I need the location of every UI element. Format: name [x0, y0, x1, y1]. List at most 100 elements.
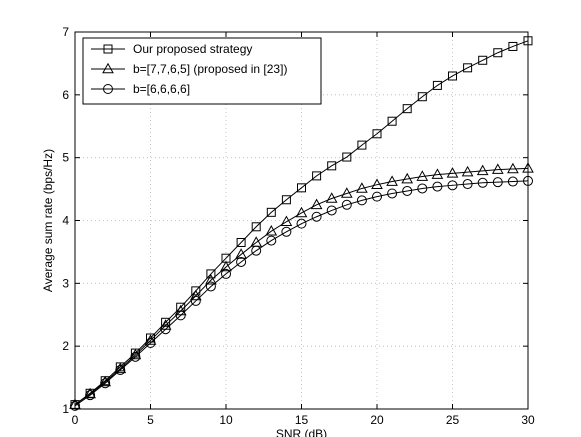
x-tick-label: 0 [72, 413, 79, 427]
marker-square [508, 41, 518, 51]
marker-circle [160, 324, 171, 335]
marker-circle [100, 378, 111, 389]
legend-marker-triangle [102, 62, 114, 74]
marker-triangle [356, 182, 368, 193]
marker-triangle [144, 334, 157, 345]
marker-triangle [491, 163, 504, 174]
series-triangle [69, 162, 534, 409]
series-line [74, 167, 529, 406]
marker-square [206, 269, 216, 279]
marker-triangle [461, 165, 474, 177]
marker-square [251, 222, 261, 232]
marker-circle [296, 218, 307, 229]
marker-square [342, 152, 352, 162]
marker-triangle [235, 248, 247, 259]
y-tick-label: 5 [62, 151, 69, 165]
marker-triangle [102, 62, 114, 74]
legend-label: b=[7,7,6,5] (proposed in [23]) [133, 62, 287, 76]
series-layer [69, 36, 534, 411]
marker-circle [251, 245, 262, 256]
legend-marker-circle [103, 84, 113, 94]
grid [75, 32, 528, 409]
marker-square [478, 55, 488, 65]
y-tick-label: 7 [62, 25, 69, 39]
marker-circle [85, 390, 96, 401]
x-tick-label: 20 [370, 413, 384, 427]
marker-circle [462, 179, 473, 190]
marker-square [327, 161, 337, 171]
marker-circle [356, 195, 367, 206]
marker-triangle [371, 178, 383, 189]
legend-label: Our proposed strategy [133, 42, 252, 56]
marker-circle [130, 351, 141, 362]
marker-circle [221, 268, 231, 279]
marker-triangle [446, 167, 459, 178]
marker-circle [507, 176, 518, 187]
y-tick-label: 2 [62, 339, 69, 353]
legend-entry-0: Our proposed strategy [91, 42, 252, 56]
legend-marker-square [103, 44, 113, 54]
y-axis-label: Average sum rate (bps/Hz) [41, 149, 55, 292]
marker-circle [103, 84, 113, 94]
x-tick-label: 5 [147, 413, 154, 427]
marker-square [372, 129, 382, 139]
marker-triangle [401, 172, 414, 184]
marker-circle [402, 185, 413, 196]
marker-circle [372, 191, 382, 202]
marker-square [312, 171, 322, 181]
marker-triangle [310, 198, 323, 210]
marker-circle [387, 188, 398, 199]
marker-square [448, 71, 457, 81]
marker-circle [236, 256, 247, 267]
marker-circle [205, 281, 216, 292]
marker-circle [266, 235, 277, 246]
legend-entry-2: b=[6,6,6,6] [91, 82, 190, 96]
marker-square [146, 333, 155, 343]
marker-triangle [340, 187, 353, 198]
marker-triangle [295, 206, 308, 218]
marker-circle [115, 365, 126, 376]
marker-triangle [325, 192, 338, 203]
marker-triangle [265, 224, 278, 236]
series-line [74, 40, 529, 406]
marker-square [387, 116, 397, 126]
marker-circle [417, 183, 428, 194]
marker-triangle [386, 175, 398, 186]
series-circle [70, 175, 533, 411]
marker-square [191, 286, 201, 296]
marker-triangle [431, 168, 444, 179]
axis-ticks: 0 5 10 15 20 25 30 1 2 3 4 5 6 7 [62, 25, 535, 427]
marker-circle [447, 180, 458, 191]
marker-circle [190, 295, 201, 306]
marker-square [402, 104, 412, 114]
marker-square [357, 140, 367, 150]
marker-triangle [476, 164, 489, 176]
marker-square [432, 80, 442, 90]
y-tick-label: 6 [62, 88, 69, 102]
x-tick-label: 10 [219, 413, 233, 427]
marker-circle [492, 177, 503, 188]
marker-triangle [416, 170, 429, 181]
marker-circle [311, 211, 322, 222]
marker-circle [175, 310, 186, 321]
y-tick-label: 4 [62, 214, 69, 228]
x-axis-label: SNR (dB) [276, 427, 327, 437]
marker-circle [341, 199, 352, 210]
legend-entry-1: b=[7,7,6,5] (proposed in [23]) [91, 62, 287, 76]
marker-triangle [189, 289, 202, 301]
marker-square [103, 44, 113, 54]
x-tick-label: 25 [446, 413, 460, 427]
marker-circle [145, 338, 156, 349]
y-tick-label: 1 [62, 402, 69, 416]
marker-square [297, 183, 306, 193]
marker-square [493, 48, 503, 58]
marker-triangle [280, 215, 293, 227]
marker-square [236, 237, 246, 247]
marker-triangle [220, 260, 232, 272]
series-line [74, 180, 529, 407]
marker-circle [432, 181, 443, 192]
legend-label: b=[6,6,6,6] [133, 82, 190, 96]
marker-square [281, 195, 291, 205]
legend: Our proposed strategy b=[7,7,6,5] (propo… [82, 37, 322, 105]
